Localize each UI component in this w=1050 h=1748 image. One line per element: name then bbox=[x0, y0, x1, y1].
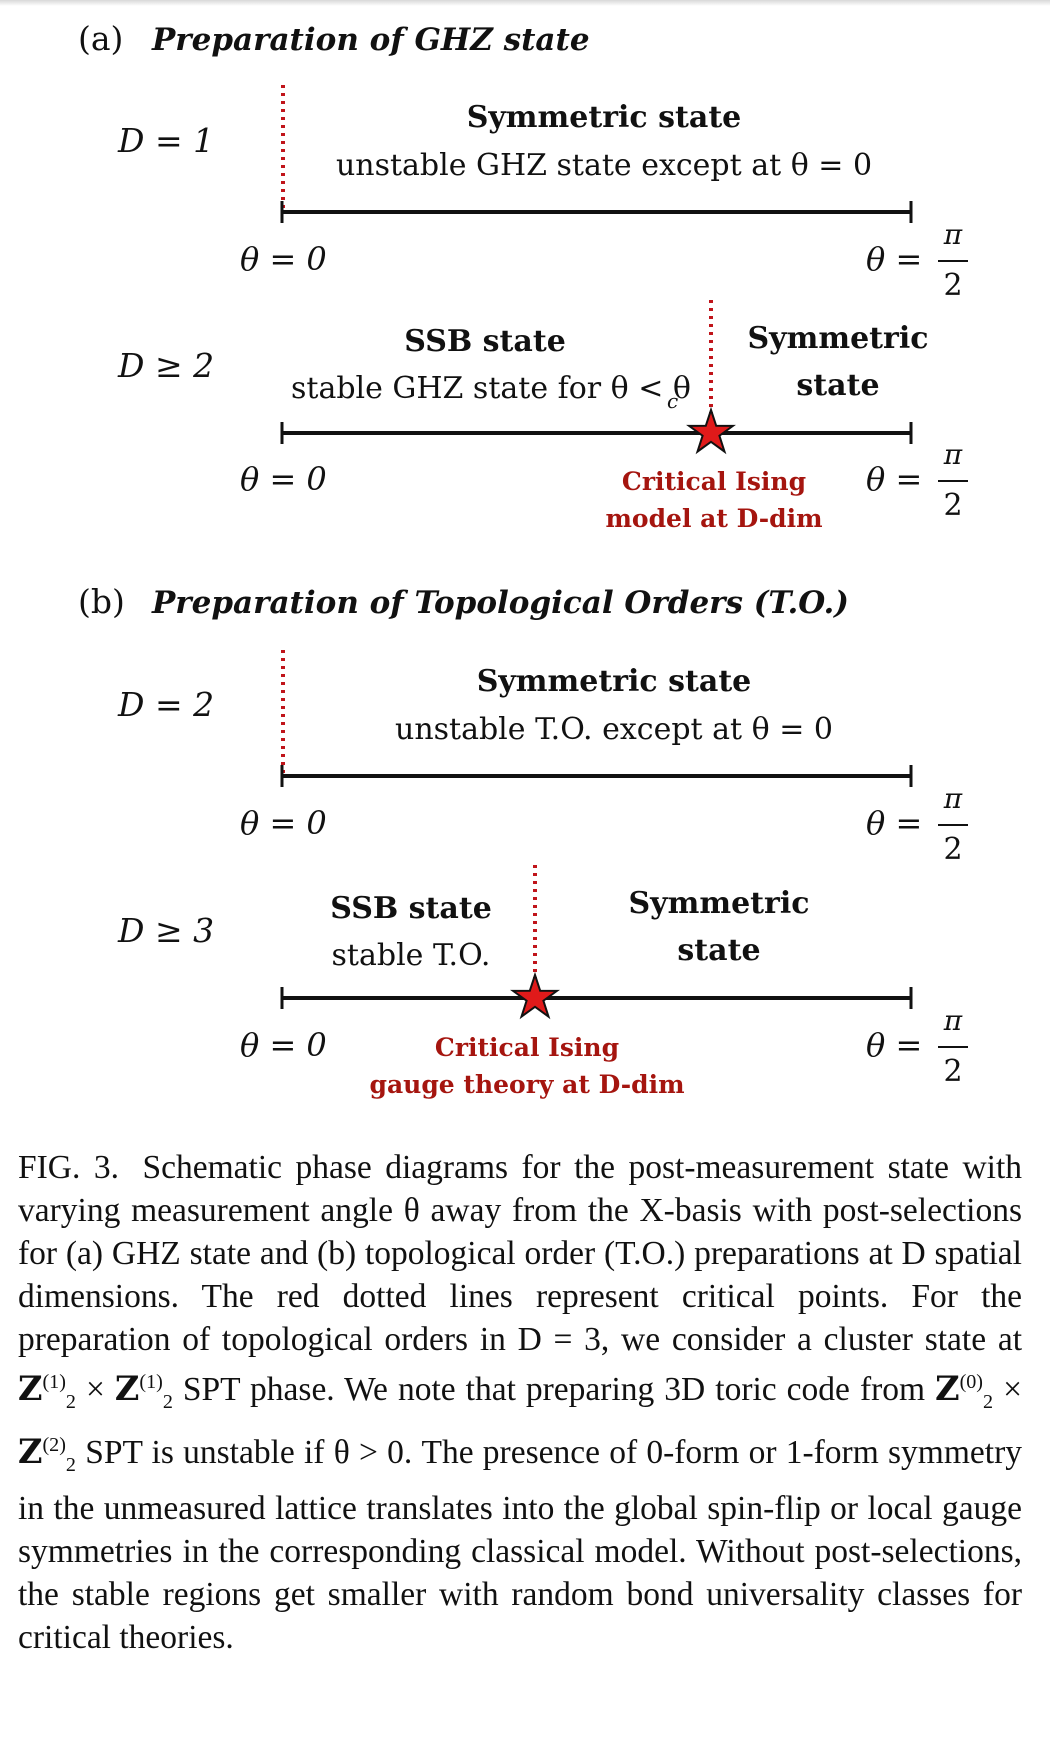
phase-sub-a1-right: unstable GHZ state except at θ = 0 bbox=[336, 148, 872, 183]
theta-right-b1: θ = bbox=[866, 804, 922, 842]
caption-z3-subscript: 2 bbox=[983, 1390, 994, 1413]
panel-b-prefix: (b) bbox=[78, 582, 125, 621]
caption-times-1: × bbox=[75, 1371, 115, 1409]
dim-label-b1: D = 2 bbox=[117, 685, 214, 724]
panel-b-title: Preparation of Topological Orders (T.O.) bbox=[151, 585, 849, 621]
caption-z-symbol-3: Z bbox=[935, 1369, 960, 1409]
panel-a-title: Preparation of GHZ state bbox=[151, 22, 590, 58]
theta-right-a1: θ = bbox=[866, 240, 922, 278]
phase-label-a2-left: SSB state bbox=[404, 324, 566, 359]
caption-z-symbol-4: Z bbox=[18, 1432, 43, 1471]
phase-label-b1-right: Symmetric state bbox=[477, 664, 752, 699]
dim-label-a2: D ≥ 2 bbox=[117, 346, 214, 385]
figure-caption: FIG. 3. Schematic phase diagrams for the… bbox=[18, 1146, 1022, 1659]
theta-right-b2: θ = bbox=[866, 1026, 922, 1064]
caption-z4-superscript: (2) bbox=[42, 1433, 66, 1456]
critical-label-a2-line1: Critical Ising bbox=[622, 467, 806, 496]
critical-point-star-a2 bbox=[686, 406, 736, 455]
caption-label: FIG. 3. bbox=[18, 1149, 119, 1186]
two-a2: 2 bbox=[943, 488, 962, 523]
dim-label-b2: D ≥ 3 bbox=[117, 911, 214, 950]
caption-z3-superscript: (0) bbox=[959, 1371, 983, 1393]
caption-text-part3: SPT is unstable if θ > 0. The presence o… bbox=[18, 1434, 1022, 1656]
phase-diagram: (a) Preparation of GHZ state D = 1 Symme… bbox=[78, 19, 968, 1099]
phase-label-b2-right: Symmetric bbox=[629, 886, 810, 921]
caption-text-part1: Schematic phase diagrams for the post-me… bbox=[18, 1149, 1023, 1358]
caption-z-symbol-2: Z bbox=[114, 1369, 140, 1409]
pi-b2: π bbox=[943, 1004, 963, 1037]
caption-times-2: × bbox=[993, 1371, 1022, 1409]
phase-sub-a2-left: stable GHZ state for θ < θ bbox=[291, 371, 691, 406]
theta-left-a2: θ = 0 bbox=[240, 460, 327, 498]
critical-point-star-b2 bbox=[510, 971, 560, 1020]
theta-left-a1: θ = 0 bbox=[240, 240, 327, 278]
phase-label-a2-right: Symmetric bbox=[748, 321, 929, 356]
caption-z-symbol-1: Z bbox=[18, 1369, 43, 1409]
phase-sub-b2-right: state bbox=[677, 933, 760, 968]
critical-label-a2-line2: model at D-dim bbox=[605, 504, 822, 533]
caption-z1-subscript: 2 bbox=[65, 1390, 76, 1413]
caption-z1-superscript: (1) bbox=[42, 1371, 66, 1393]
two-b1: 2 bbox=[943, 832, 962, 867]
top-edge-shadow bbox=[0, 0, 1050, 6]
caption-text-part2: SPT phase. We note that preparing 3D tor… bbox=[172, 1371, 936, 1409]
caption-z2-subscript: 2 bbox=[162, 1390, 173, 1413]
phase-label-a1-right: Symmetric state bbox=[467, 100, 742, 135]
phase-label-b2-left: SSB state bbox=[330, 891, 492, 926]
critical-label-b2-line1: Critical Ising bbox=[435, 1033, 619, 1062]
phase-sub-a2-right: state bbox=[796, 368, 879, 403]
critical-label-b2-line2: gauge theory at D-dim bbox=[369, 1070, 684, 1099]
dim-label-a1: D = 1 bbox=[117, 121, 214, 160]
pi-a1: π bbox=[943, 218, 963, 251]
pi-b1: π bbox=[943, 782, 963, 815]
theta-left-b2: θ = 0 bbox=[240, 1026, 327, 1064]
pi-a2: π bbox=[943, 438, 963, 471]
phase-sub-b2-left: stable T.O. bbox=[332, 938, 491, 973]
theta-c-subscript: c bbox=[667, 389, 678, 413]
theta-right-a2: θ = bbox=[866, 460, 922, 498]
panel-a-prefix: (a) bbox=[78, 19, 123, 58]
theta-left-b1: θ = 0 bbox=[240, 804, 327, 842]
caption-z2-superscript: (1) bbox=[139, 1371, 163, 1393]
caption-z4-subscript: 2 bbox=[65, 1453, 76, 1476]
phase-sub-b1-right: unstable T.O. except at θ = 0 bbox=[395, 712, 833, 747]
two-b2: 2 bbox=[943, 1054, 962, 1089]
two-a1: 2 bbox=[943, 268, 962, 303]
